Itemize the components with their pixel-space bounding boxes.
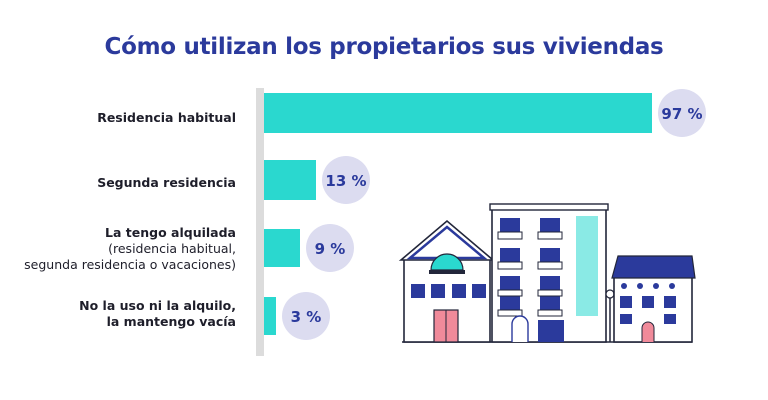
bar-3 <box>264 297 276 335</box>
value-label-3: 3 % <box>291 308 322 326</box>
value-label-1: 13 % <box>325 172 366 190</box>
row-label-alquilada: La tengo alquilada (residencia habitual,… <box>24 225 236 273</box>
bar-1 <box>264 160 316 200</box>
chart-title: Cómo utilizan los propietarios sus vivie… <box>104 34 664 60</box>
row-label-text: Residencia habitual <box>97 110 236 125</box>
row-label-residencia-habitual: Residencia habitual <box>97 110 236 126</box>
row-label-text: La tengo alquilada <box>105 225 236 240</box>
row-label-line2: la mantengo vacía <box>106 314 236 329</box>
value-label-0: 97 % <box>661 105 702 123</box>
row-label-segunda-residencia: Segunda residencia <box>97 175 236 191</box>
row-label-line1: No la uso ni la alquilo, <box>79 298 236 313</box>
row-label-vacia: No la uso ni la alquilo, la mantengo vac… <box>79 298 236 330</box>
value-label-2: 9 % <box>315 240 346 258</box>
row-sublabel-line1: (residencia habitual, <box>108 241 236 256</box>
value-badge-0 <box>658 89 706 137</box>
houses-illustration <box>398 203 696 343</box>
value-badge-1 <box>322 156 370 204</box>
axis-bar <box>256 88 264 356</box>
value-badge-2 <box>306 224 354 272</box>
bar-0 <box>264 93 652 133</box>
value-badge-3 <box>282 292 330 340</box>
row-label-text: Segunda residencia <box>97 175 236 190</box>
bar-2 <box>264 229 300 267</box>
row-sublabel-line2: segunda residencia o vacaciones) <box>24 257 236 272</box>
